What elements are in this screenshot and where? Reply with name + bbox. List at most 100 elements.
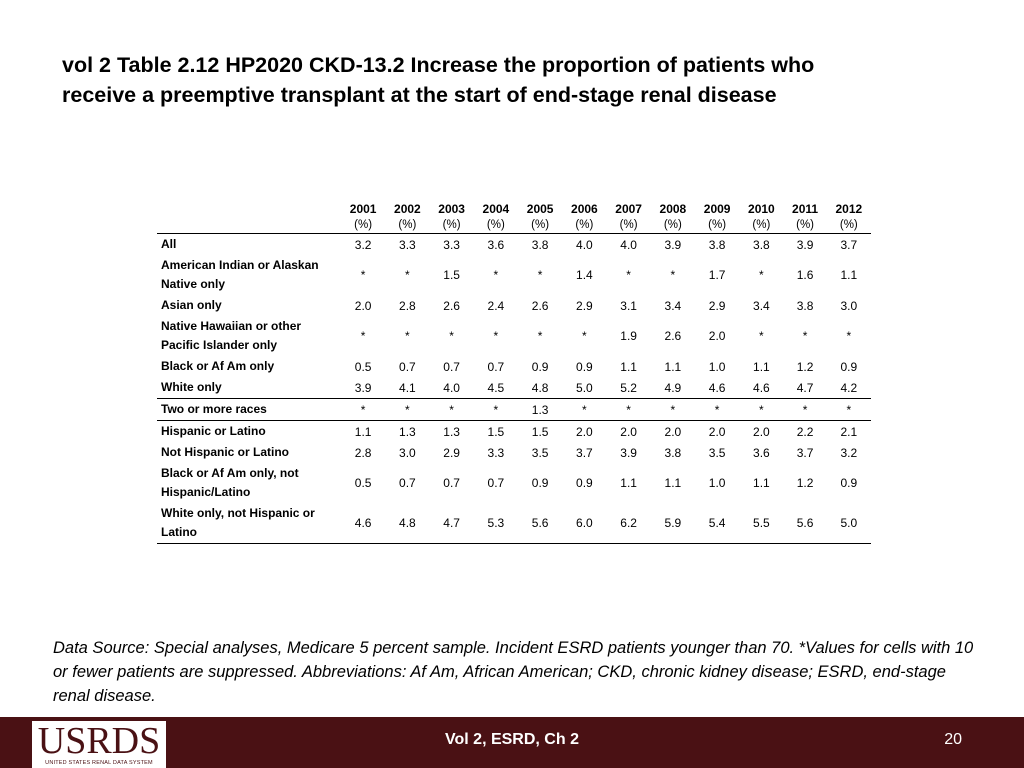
table-cell: 3.5: [531, 445, 549, 460]
table-cell: 4.0: [620, 237, 637, 252]
table-cell: 2.9: [708, 298, 726, 313]
table-cell: *: [429, 398, 474, 421]
table-row: Black or Af Am only 0.5 0.7 0.7 0.7 0.9 0.9 1.1…: [157, 356, 871, 377]
table-cell: 6.0: [562, 503, 607, 544]
year-header: 2002: [394, 202, 421, 216]
table-cell: 1.4: [576, 268, 593, 282]
table-cell: 3.7: [840, 237, 858, 252]
table-cell: 2.2: [783, 420, 827, 442]
year-header: 2007: [615, 202, 642, 216]
table-cell: 0.7: [443, 476, 460, 490]
table-cell: 1.5: [443, 268, 460, 282]
table-cell: 1.0: [708, 476, 726, 490]
unit-header: (%): [473, 216, 518, 234]
table-cell: 3.3: [443, 237, 460, 252]
table-cell: 3.3: [487, 445, 505, 460]
row-label: Black or Af Am only: [161, 358, 275, 373]
footer-section-label: Vol 2, ESRD, Ch 2: [445, 731, 579, 748]
table-cell: 2.9: [443, 445, 460, 460]
table-cell: *: [405, 268, 410, 282]
table-cell: 1.1: [753, 359, 770, 374]
unit-header: (%): [429, 216, 474, 234]
unit-header: (%): [783, 216, 827, 234]
table-cell: *: [783, 398, 827, 421]
table-cell: 1.1: [664, 359, 682, 374]
row-label: Asian only: [161, 297, 222, 312]
unit-header: (%): [562, 216, 607, 234]
table-cell: 4.0: [576, 237, 593, 252]
table-cell: 3.9: [354, 380, 372, 395]
table-cell: 1.3: [429, 420, 474, 442]
table-cell: 3.4: [753, 298, 770, 313]
table-cell: 2.6: [443, 298, 460, 313]
table-cell: 1.1: [840, 268, 858, 282]
unit-header: (%): [385, 216, 430, 234]
table-cell: 2.4: [487, 298, 505, 313]
table-cell: 4.7: [429, 503, 474, 544]
slide-title-line-1: vol 2 Table 2.12 HP2020 CKD-13.2 Increas…: [62, 53, 815, 77]
table-cell: *: [385, 398, 430, 421]
table-cell: 3.8: [664, 445, 682, 460]
table-cell: 1.1: [620, 476, 637, 490]
table-row: American Indian or Alaskan Native only * *…: [157, 255, 871, 295]
table-row: All 3.2 3.3 3.3 3.6 3.8 4.0 4.0 3.9 3.8 3.8 3.9 3.7: [157, 234, 871, 256]
row-label: Black or Af Am only, not Hispanic/Latino: [161, 465, 299, 500]
slide-title-line-2: receive a preemptive transplant at the s…: [62, 83, 777, 107]
table-cell: 5.0: [576, 380, 593, 395]
table-cell: 5.5: [739, 503, 784, 544]
unit-header: (%): [606, 216, 651, 234]
table-row: White only, not Hispanic or Latino 4.6 4.8…: [157, 503, 871, 544]
table-cell: *: [449, 329, 454, 343]
table-cell: 0.7: [443, 359, 460, 374]
table-cell: *: [759, 268, 764, 282]
slide-title: vol 2 Table 2.12 HP2020 CKD-13.2 Increas…: [62, 50, 962, 110]
table-cell: *: [360, 329, 366, 343]
row-label: American Indian or Alaskan Native only: [161, 257, 319, 292]
table-cell: 1.5: [473, 420, 518, 442]
row-label: Hispanic or Latino: [157, 420, 341, 442]
table-cell: 3.5: [708, 445, 726, 460]
row-label: Native Hawaiian or other Pacific Islande…: [161, 318, 302, 353]
table-cell: 2.8: [354, 445, 372, 460]
table-cell: 4.2: [840, 380, 858, 395]
table-cell: 2.0: [695, 420, 740, 442]
table-cell: 2.9: [576, 298, 593, 313]
table-cell: 4.6: [708, 380, 726, 395]
table-cell: 2.0: [650, 420, 695, 442]
table-cell: 3.9: [664, 237, 682, 252]
unit-header: (%): [695, 216, 740, 234]
table-cell: 2.6: [531, 298, 549, 313]
table-header-units: (%) (%) (%) (%) (%) (%) (%) (%) (%) (%) (%) (%): [157, 216, 871, 234]
table-cell: 4.9: [664, 380, 682, 395]
table-cell: *: [759, 329, 764, 343]
table-cell: 1.6: [796, 268, 814, 282]
table-cell: *: [650, 398, 695, 421]
table-cell: 3.2: [840, 445, 858, 460]
table-cell: 1.2: [796, 359, 814, 374]
table-cell: *: [582, 329, 587, 343]
table-cell: *: [626, 268, 631, 282]
table-header-corner-units: [157, 216, 341, 234]
table-cell: *: [493, 329, 499, 343]
unit-header: (%): [826, 216, 871, 234]
table-cell: *: [360, 268, 366, 282]
table-cell: 1.5: [518, 420, 563, 442]
year-header: 2009: [703, 202, 731, 216]
table-row: Not Hispanic or Latino 2.8 3.0 2.9 3.3 3.5 3.7…: [157, 442, 871, 463]
table-cell: 4.6: [341, 503, 386, 544]
table-cell: 3.8: [796, 298, 814, 313]
row-label: All: [161, 236, 177, 251]
table-cell: *: [802, 329, 808, 343]
table-cell: 0.9: [576, 359, 593, 374]
table-cell: 5.6: [783, 503, 827, 544]
table-cell: 4.1: [399, 380, 416, 395]
table-cell: 0.9: [531, 359, 549, 374]
table-cell: 3.9: [620, 445, 637, 460]
table-cell: 3.3: [399, 237, 416, 252]
table-cell: 5.3: [473, 503, 518, 544]
table-row: Hispanic or Latino 1.1 1.3 1.3 1.5 1.5 2.0 2.0 2…: [157, 420, 871, 442]
unit-header: (%): [650, 216, 695, 234]
table-cell: *: [537, 329, 543, 343]
table-cell: 2.0: [354, 298, 372, 313]
usrds-logo-wordmark: USRDS: [37, 720, 161, 762]
